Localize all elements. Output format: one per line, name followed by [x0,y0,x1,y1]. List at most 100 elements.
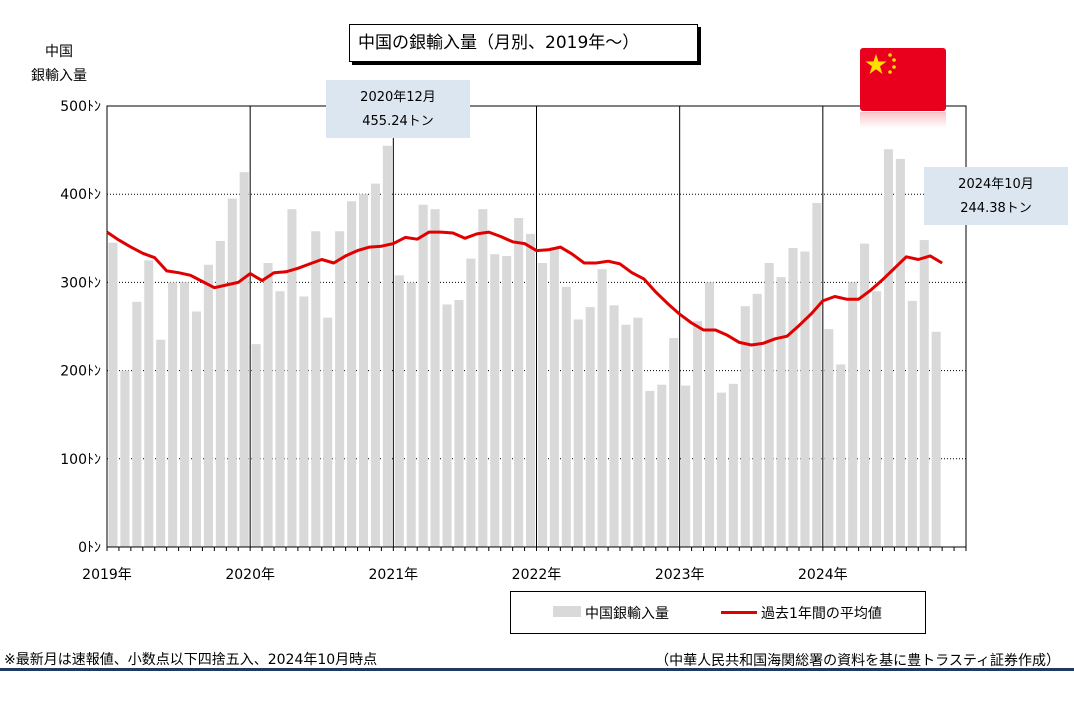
bar [836,364,846,547]
bar [931,331,941,547]
bar [681,385,691,547]
bar [430,209,440,547]
annotation-peak-date: 2020年12月 [360,90,436,105]
bar [764,262,774,547]
bar [788,248,798,547]
y-tick-label: 100ﾄﾝ [60,452,101,468]
bar [752,293,762,547]
annotation-latest: 2024年10月 244.38トン [924,167,1068,225]
bar [907,300,917,547]
bar [215,240,225,548]
bar [168,282,178,547]
flag-small-star-1 [888,53,892,57]
bar [657,384,667,547]
flag-small-star-2 [892,58,896,62]
bar [347,201,357,548]
y-tick-label: 200ﾄﾝ [60,364,101,380]
bar [633,317,643,547]
bar [180,282,190,547]
legend-bar-swatch [553,606,581,617]
bar [537,262,547,547]
bar [323,317,333,547]
annotation-latest-value: 244.38トン [960,201,1032,216]
bar [549,247,559,547]
flag-reflection [860,112,946,128]
bar [883,149,893,547]
bar [895,158,905,548]
bar [621,324,631,547]
bar [609,305,619,547]
annotation-latest-date: 2024年10月 [958,177,1034,192]
bar [442,304,452,547]
china-flag-icon [860,48,946,111]
x-tick-label: 2022年 [512,567,562,583]
flag-big-star [865,54,887,74]
bar [358,194,369,547]
bar [919,240,929,547]
bar [704,282,715,547]
x-tick-label: 2020年 [225,567,275,583]
bar [490,254,500,547]
bar [728,383,738,547]
bar [227,198,237,548]
y-tick-label: 500ﾄﾝ [60,99,101,115]
bar [382,145,392,547]
annotation-peak: 2020年12月 455.24トン [326,80,470,138]
bar [466,258,476,547]
flag-small-star-4 [888,70,892,74]
y-axis-title-line1: 中国 [45,44,73,60]
source-note: （中華人民共和国海関総署の資料を基に豊トラスティ証券作成） [655,653,1060,669]
bar [740,306,750,547]
bar [800,251,810,547]
chart-title: 中国の銀輸入量（月別、2019年～） [349,24,698,62]
bar [478,209,488,547]
y-axis-title-line2: 銀輸入量 [31,68,87,84]
bar [871,291,882,547]
y-tick-label: 400ﾄﾝ [60,187,101,203]
bar [251,344,261,547]
bar [108,242,118,547]
bar [716,392,726,547]
bar [812,203,822,547]
bar [370,183,380,547]
bar [239,172,249,547]
bar [418,204,428,547]
footnote: ※最新月は速報値、小数点以下四捨五入、2024年10月時点 [4,652,378,668]
bar [526,233,536,547]
y-axis-title: 中国 銀輸入量 [20,40,98,88]
bar [561,286,571,547]
x-tick-label: 2021年 [369,567,419,583]
legend-bar-label: 中国銀輸入量 [585,606,669,622]
legend-line-label: 過去1年間の平均値 [761,606,882,622]
bar [394,275,404,547]
bar [573,319,583,547]
bar [693,321,703,547]
bar [120,370,130,547]
bar [502,255,512,547]
x-tick-label: 2023年 [655,567,705,583]
bar [311,231,321,547]
bar [454,300,464,547]
bar [848,282,858,547]
flag-stars [865,53,896,74]
x-tick-label: 2019年 [82,567,132,583]
y-tick-label: 0ﾄﾝ [78,540,101,556]
bar [191,311,202,547]
bar [585,307,595,547]
x-tick-label: 2024年 [798,567,848,583]
legend: 中国銀輸入量 過去1年間の平均値 [510,591,926,634]
bar [776,277,786,547]
legend-line-swatch [721,611,757,614]
bottom-rule [0,668,1074,671]
bar [132,301,142,547]
bar [156,339,166,547]
bar [597,269,607,547]
bar [335,231,345,547]
bar [287,209,297,547]
bar [669,337,679,547]
bar [645,390,655,547]
bar [514,218,524,547]
bar [263,262,273,547]
y-tick-label: 300ﾄﾝ [60,275,101,291]
